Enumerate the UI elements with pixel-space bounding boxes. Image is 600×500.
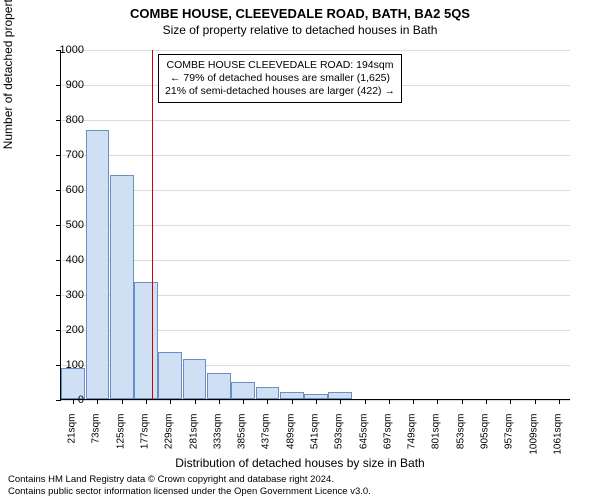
grid-line xyxy=(61,50,570,51)
x-tick-mark xyxy=(340,399,341,404)
footer-line-2: Contains public sector information licen… xyxy=(8,486,371,497)
histogram-bar xyxy=(183,359,207,399)
x-tick-label: 905sqm xyxy=(480,414,491,464)
x-tick-mark xyxy=(170,399,171,404)
grid-line xyxy=(61,260,570,261)
x-tick-mark xyxy=(122,399,123,404)
x-tick-label: 645sqm xyxy=(358,414,369,464)
x-tick-label: 957sqm xyxy=(504,414,515,464)
histogram-bar xyxy=(158,352,182,399)
x-tick-mark xyxy=(243,399,244,404)
grid-line xyxy=(61,120,570,121)
x-tick-label: 697sqm xyxy=(382,414,393,464)
y-tick-label: 500 xyxy=(44,219,84,231)
x-tick-label: 593sqm xyxy=(334,414,345,464)
chart-subtitle: Size of property relative to detached ho… xyxy=(0,21,600,37)
grid-line xyxy=(61,225,570,226)
info-box: COMBE HOUSE CLEEVEDALE ROAD: 194sqm← 79%… xyxy=(158,54,402,103)
x-tick-mark xyxy=(195,399,196,404)
grid-line xyxy=(61,155,570,156)
y-tick-label: 0 xyxy=(44,394,84,406)
x-tick-mark xyxy=(146,399,147,404)
histogram-bar xyxy=(207,373,231,399)
x-tick-label: 229sqm xyxy=(164,414,175,464)
footer-line-1: Contains HM Land Registry data © Crown c… xyxy=(8,474,371,485)
x-tick-mark xyxy=(316,399,317,404)
x-tick-mark xyxy=(437,399,438,404)
x-tick-label: 853sqm xyxy=(455,414,466,464)
y-axis-label: Number of detached properties xyxy=(1,0,15,149)
x-tick-label: 749sqm xyxy=(407,414,418,464)
x-tick-mark xyxy=(535,399,536,404)
x-tick-mark xyxy=(510,399,511,404)
x-tick-label: 281sqm xyxy=(188,414,199,464)
histogram-bar xyxy=(256,387,280,399)
info-box-line: 21% of semi-detached houses are larger (… xyxy=(165,85,395,98)
histogram-bar xyxy=(280,392,304,399)
y-tick-label: 600 xyxy=(44,184,84,196)
x-tick-label: 125sqm xyxy=(115,414,126,464)
x-tick-label: 1009sqm xyxy=(528,414,539,464)
y-tick-label: 700 xyxy=(44,149,84,161)
x-tick-label: 385sqm xyxy=(237,414,248,464)
histogram-bar xyxy=(328,392,352,399)
x-tick-mark xyxy=(365,399,366,404)
x-tick-label: 1061sqm xyxy=(552,414,563,464)
y-tick-label: 800 xyxy=(44,114,84,126)
x-tick-mark xyxy=(559,399,560,404)
x-tick-mark xyxy=(462,399,463,404)
x-tick-label: 21sqm xyxy=(67,414,78,464)
y-tick-label: 100 xyxy=(44,359,84,371)
y-tick-label: 200 xyxy=(44,324,84,336)
x-tick-label: 541sqm xyxy=(310,414,321,464)
x-tick-mark xyxy=(486,399,487,404)
x-tick-mark xyxy=(97,399,98,404)
x-tick-mark xyxy=(389,399,390,404)
x-tick-label: 437sqm xyxy=(261,414,272,464)
plot-area: COMBE HOUSE CLEEVEDALE ROAD: 194sqm← 79%… xyxy=(60,50,570,400)
x-tick-label: 73sqm xyxy=(91,414,102,464)
info-box-line: ← 79% of detached houses are smaller (1,… xyxy=(165,72,395,85)
x-tick-mark xyxy=(292,399,293,404)
chart-title: COMBE HOUSE, CLEEVEDALE ROAD, BATH, BA2 … xyxy=(0,0,600,21)
x-tick-label: 489sqm xyxy=(285,414,296,464)
x-tick-label: 177sqm xyxy=(140,414,151,464)
y-tick-label: 300 xyxy=(44,289,84,301)
histogram-bar xyxy=(134,282,158,399)
footer-text: Contains HM Land Registry data © Crown c… xyxy=(8,474,371,497)
histogram-bar xyxy=(110,175,134,399)
y-tick-label: 400 xyxy=(44,254,84,266)
y-tick-label: 1000 xyxy=(44,44,84,56)
reference-line xyxy=(152,50,153,399)
info-box-line: COMBE HOUSE CLEEVEDALE ROAD: 194sqm xyxy=(165,59,395,72)
chart-container: COMBE HOUSE, CLEEVEDALE ROAD, BATH, BA2 … xyxy=(0,0,600,500)
y-tick-label: 900 xyxy=(44,79,84,91)
x-tick-label: 801sqm xyxy=(431,414,442,464)
x-tick-label: 333sqm xyxy=(212,414,223,464)
histogram-bar xyxy=(86,130,110,400)
x-tick-mark xyxy=(267,399,268,404)
histogram-bar xyxy=(231,382,255,400)
x-tick-mark xyxy=(413,399,414,404)
x-tick-mark xyxy=(219,399,220,404)
grid-line xyxy=(61,190,570,191)
